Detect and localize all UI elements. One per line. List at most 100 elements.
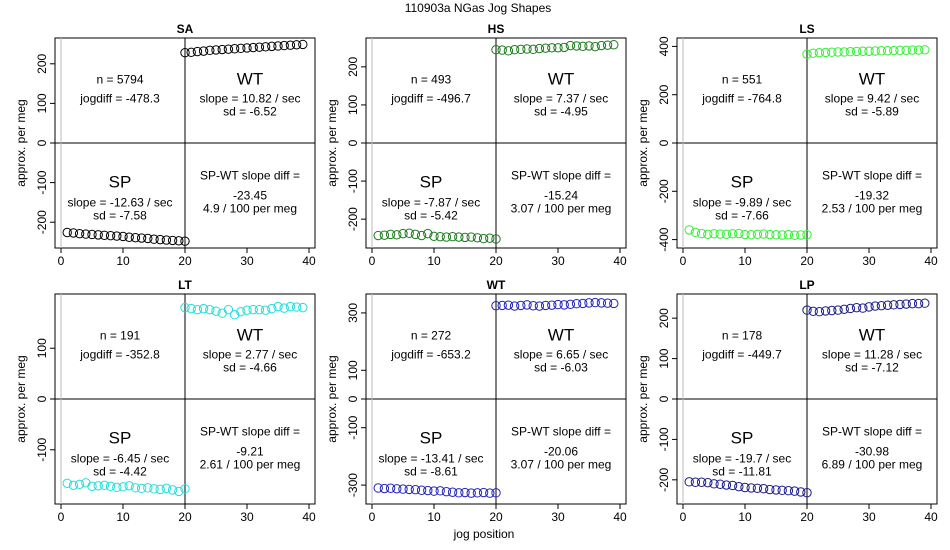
sp-data-point [68, 480, 79, 491]
wt-data-point [260, 42, 271, 52]
sp-data-point [740, 229, 750, 240]
y-tick-label: 0 [35, 139, 49, 146]
slope-diff-per-meg: 2.61 / 100 per meg [200, 458, 301, 472]
sp-data-point [130, 232, 141, 243]
x-tick-label: 10 [116, 254, 130, 268]
sp-data-point [727, 480, 738, 491]
sp-data-point [143, 483, 153, 493]
sp-label: SP [109, 429, 132, 448]
sp-data-point [118, 231, 128, 242]
sp-data-point [758, 229, 769, 239]
sp-data-point [136, 483, 147, 494]
wt-data-point [298, 39, 308, 50]
sp-sd: sd = -7.58 [93, 209, 147, 223]
wt-data-point [920, 298, 930, 308]
wt-data-point [870, 46, 880, 56]
wt-data-point [808, 306, 818, 317]
wt-data-point [571, 41, 582, 51]
jogdiff-value: jogdiff = -449.7 [701, 348, 782, 362]
wt-sd: sd = -6.03 [534, 361, 588, 375]
wt-data-point [882, 46, 893, 56]
sp-data-point [155, 484, 165, 495]
figure-title: 110903a NGas Jog Shapes [405, 1, 552, 15]
wt-data-point [186, 47, 196, 58]
x-tick-label: 30 [551, 510, 565, 524]
x-tick-label: 0 [369, 510, 376, 524]
sp-data-point [373, 230, 383, 241]
slope-diff-label: SP-WT slope diff = [511, 169, 611, 183]
sp-data-point [715, 479, 725, 489]
n-count: n = 551 [722, 73, 763, 87]
y-tick-label: 0 [346, 139, 360, 146]
y-tick-label: 200 [346, 57, 360, 77]
wt-data-point [291, 40, 302, 50]
wt-data-point [565, 299, 576, 310]
wt-data-point [590, 41, 600, 52]
y-tick-label: 0 [35, 395, 49, 402]
sp-data-point [385, 229, 396, 240]
n-count: n = 493 [411, 73, 452, 87]
panel-lp: LP 0 10 20 30 40 -200 -100 0 100 200 approx. per me… [636, 278, 938, 524]
slope-diff-value: -9.21 [236, 445, 264, 459]
wt-data-point [254, 304, 265, 315]
y-tick-label: -100 [35, 170, 49, 194]
wt-data-point [901, 299, 911, 309]
wt-slope: slope = 10.82 / sec [199, 92, 300, 106]
wt-data-point [198, 303, 209, 314]
sp-data-point [746, 483, 756, 493]
y-axis-label: approx. per meg [636, 355, 650, 442]
y-axis-label: approx. per meg [14, 99, 28, 186]
panel-title: LP [799, 278, 814, 292]
wt-data-point [870, 301, 880, 311]
wt-data-point [839, 47, 849, 57]
sp-data-point [398, 484, 408, 494]
wt-data-point [920, 45, 930, 55]
x-tick-label: 40 [613, 254, 627, 268]
wt-label: WT [237, 326, 263, 345]
x-tick-label: 0 [680, 510, 687, 524]
jogdiff-value: jogdiff = -478.3 [79, 92, 160, 106]
sp-data-point [783, 486, 794, 496]
sp-data-point [130, 483, 141, 493]
y-tick-label: 200 [657, 84, 671, 104]
x-tick-label: 30 [862, 510, 876, 524]
sp-data-point [746, 230, 756, 240]
sp-data-point [721, 480, 732, 490]
sp-data-point [99, 230, 110, 240]
y-tick-label: 100 [346, 360, 360, 380]
x-tick-label: 10 [116, 510, 130, 524]
wt-data-point [864, 46, 874, 56]
sp-data-point [105, 481, 116, 492]
wt-data-point [851, 46, 862, 57]
wt-data-point [553, 299, 563, 310]
wt-data-point [211, 306, 221, 316]
n-count: n = 272 [411, 329, 452, 343]
wt-data-point [522, 300, 532, 310]
y-tick-label: 0 [657, 139, 671, 146]
wt-data-point [236, 43, 246, 54]
wt-data-point [534, 43, 545, 54]
sp-data-point [174, 236, 184, 246]
wt-data-point [596, 40, 607, 51]
sp-data-point [758, 484, 769, 494]
sp-data-point [491, 488, 501, 498]
wt-data-point [540, 300, 551, 311]
wt-data-point [907, 298, 918, 309]
y-tick-label: 100 [346, 95, 360, 115]
wt-data-point [509, 45, 520, 55]
y-tick-label: 100 [657, 348, 671, 368]
x-tick-label: 30 [862, 254, 876, 268]
slope-diff-label: SP-WT slope diff = [822, 425, 922, 439]
wt-data-point [864, 302, 874, 312]
sp-data-point [454, 488, 464, 498]
sp-label: SP [420, 173, 443, 192]
sp-data-point [429, 486, 439, 496]
sp-data-point [696, 228, 707, 239]
wt-label: WT [859, 326, 885, 345]
x-tick-label: 10 [738, 510, 752, 524]
sp-data-point [112, 231, 122, 241]
wt-data-point [242, 43, 252, 53]
wt-data-point [273, 301, 283, 312]
wt-data-point [198, 46, 209, 56]
wt-data-point [248, 42, 258, 53]
